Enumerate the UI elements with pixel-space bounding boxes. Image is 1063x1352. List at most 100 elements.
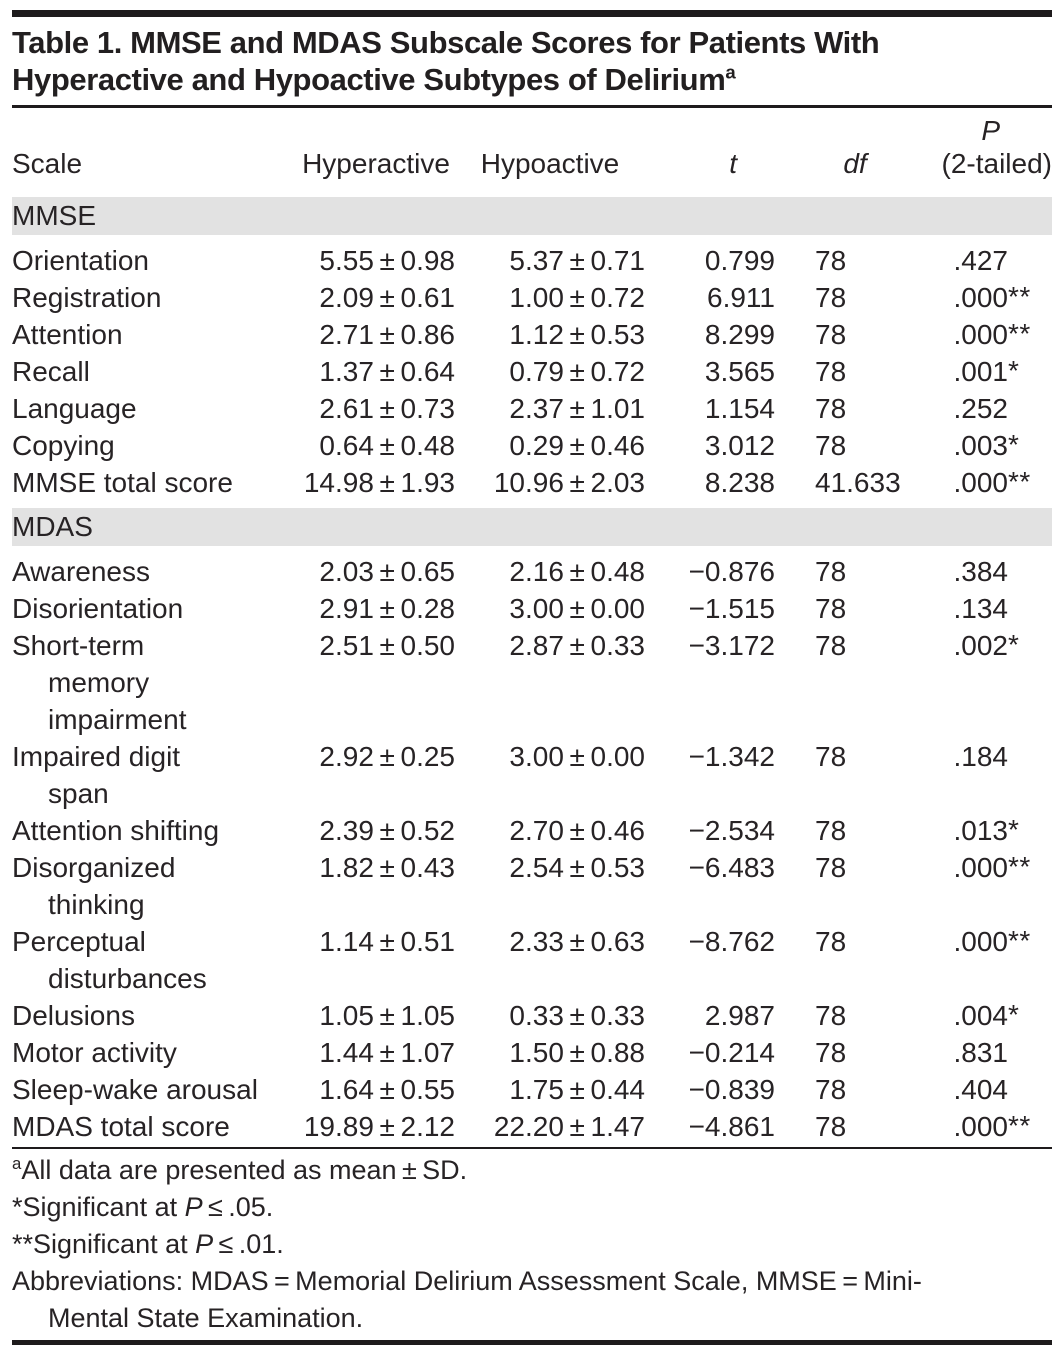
hyperactive-value: 14.98 ± 1.93 <box>303 467 455 498</box>
col-header-hyperactive: Hyperactive <box>302 148 450 179</box>
p-cell: .000** <box>935 923 1052 997</box>
df-value: 78 <box>815 1111 847 1142</box>
col-header-p: P (2-tailed) <box>935 108 1052 194</box>
df-value: 78 <box>815 245 847 276</box>
df-value: 78 <box>815 282 847 313</box>
p-cell: .004* <box>935 997 1052 1034</box>
p-value: .427 <box>953 245 1009 276</box>
t-value: −4.861 <box>688 1111 775 1142</box>
table-row: Short-term memory impairment 2.51 ± 0.50… <box>12 627 1052 738</box>
p-value: .004 <box>953 1000 1009 1031</box>
df-value: 78 <box>815 852 847 883</box>
t-value: −3.172 <box>688 630 775 661</box>
p-value: .001 <box>953 356 1009 387</box>
table-row: Sleep-wake arousal 1.64 ± 0.55 1.75 ± 0.… <box>12 1071 1052 1108</box>
table-row: Delusions 1.05 ± 1.05 0.33 ± 0.33 2.987 … <box>12 997 1052 1034</box>
hyperactive-value: 1.37 ± 0.64 <box>319 356 455 387</box>
t-value: −8.762 <box>688 926 775 957</box>
p-value: .184 <box>953 741 1009 772</box>
scale-label: Short-term memory impairment <box>12 630 187 735</box>
p-value: .404 <box>953 1074 1009 1105</box>
bottom-rule <box>12 1340 1052 1345</box>
df-value: 78 <box>815 926 847 957</box>
table-row: Registration 2.09 ± 0.61 1.00 ± 0.72 6.9… <box>12 279 1052 316</box>
p-cell: .000** <box>935 464 1052 505</box>
section-header-row: MDAS <box>12 501 1052 553</box>
p-cell: .404 <box>935 1071 1052 1108</box>
scale-label: Motor activity <box>12 1037 177 1068</box>
hyperactive-value: 1.14 ± 0.51 <box>319 926 455 957</box>
df-value: 78 <box>815 630 847 661</box>
p-cell: .384 <box>935 550 1052 591</box>
hypoactive-value: 1.50 ± 0.88 <box>509 1037 645 1068</box>
p-cell: .184 <box>935 738 1052 812</box>
t-value: −6.483 <box>688 852 775 883</box>
scale-label: Language <box>12 393 137 424</box>
hypoactive-value: 2.70 ± 0.46 <box>509 815 645 846</box>
p-cell: .000** <box>935 1108 1052 1145</box>
p-value: .002 <box>953 630 1009 661</box>
p-value: .000 <box>953 282 1009 313</box>
table-title: Table 1. MMSE and MDAS Subscale Scores f… <box>12 25 880 97</box>
significance-stars: ** <box>1008 281 1031 312</box>
title-rule <box>12 105 1052 108</box>
footnote-abbreviations: Abbreviations: MDAS = Memorial Delirium … <box>12 1266 922 1333</box>
hyperactive-value: 2.03 ± 0.65 <box>319 556 455 587</box>
significance-stars: * <box>1008 355 1020 386</box>
hypoactive-value: 2.16 ± 0.48 <box>509 556 645 587</box>
section-header-mdas: MDAS <box>12 501 1052 553</box>
p-cell: .013* <box>935 812 1052 849</box>
hypoactive-value: 3.00 ± 0.00 <box>509 741 645 772</box>
hypoactive-value: 22.20 ± 1.47 <box>493 1111 645 1142</box>
table-row: Disorganized thinking 1.82 ± 0.43 2.54 ±… <box>12 849 1052 923</box>
hyperactive-value: 2.61 ± 0.73 <box>319 393 455 424</box>
data-table: Scale Hyperactive Hypoactive t df P (2-t… <box>12 108 1052 1145</box>
df-value: 78 <box>815 319 847 350</box>
t-value: 3.565 <box>704 356 775 387</box>
p-cell: .003* <box>935 427 1052 464</box>
hyperactive-value: 1.44 ± 1.07 <box>319 1037 455 1068</box>
p-value: .134 <box>953 593 1009 624</box>
t-value: −1.342 <box>688 741 775 772</box>
p-value: .003 <box>953 430 1009 461</box>
t-value: 1.154 <box>704 393 775 424</box>
table-row: Awareness 2.03 ± 0.65 2.16 ± 0.48 −0.876… <box>12 550 1052 591</box>
hyperactive-value: 2.92 ± 0.25 <box>319 741 455 772</box>
table-row: Orientation 5.55 ± 0.98 5.37 ± 0.71 0.79… <box>12 239 1052 280</box>
p-value: .013 <box>953 815 1009 846</box>
scale-label: Attention shifting <box>12 815 220 846</box>
hyperactive-value: 1.05 ± 1.05 <box>319 1000 455 1031</box>
col-header-df: df <box>843 148 867 179</box>
hypoactive-value: 0.29 ± 0.46 <box>509 430 645 461</box>
col-header-scale: Scale <box>12 148 83 179</box>
significance-stars: ** <box>1008 851 1031 882</box>
p-cell: .000** <box>935 279 1052 316</box>
table-header-row: Scale Hyperactive Hypoactive t df P (2-t… <box>12 108 1052 194</box>
scale-label: Attention <box>12 319 123 350</box>
hyperactive-value: 1.64 ± 0.55 <box>319 1074 455 1105</box>
p-cell: .252 <box>935 390 1052 427</box>
scale-label: Sleep-wake arousal <box>12 1074 258 1105</box>
significance-stars: ** <box>1008 1110 1031 1141</box>
p-cell: .427 <box>935 239 1052 280</box>
significance-stars: * <box>1008 429 1020 460</box>
p-value: .000 <box>953 852 1009 883</box>
df-value: 78 <box>815 1074 847 1105</box>
p-cell: .134 <box>935 590 1052 627</box>
t-value: −2.534 <box>688 815 775 846</box>
col-header-hypoactive: Hypoactive <box>480 148 620 179</box>
t-value: 0.799 <box>704 245 775 276</box>
t-value: −1.515 <box>688 593 775 624</box>
table-row: Attention 2.71 ± 0.86 1.12 ± 0.53 8.299 … <box>12 316 1052 353</box>
hypoactive-value: 0.33 ± 0.33 <box>509 1000 645 1031</box>
table-row: Language 2.61 ± 0.73 2.37 ± 1.01 1.154 7… <box>12 390 1052 427</box>
df-value: 78 <box>815 393 847 424</box>
footnote-significant-01: **Significant at P ≤ .01. <box>12 1229 284 1259</box>
df-value: 41.633 <box>815 467 901 498</box>
scale-label: Recall <box>12 356 90 387</box>
scale-label: Disorientation <box>12 593 184 624</box>
scale-label: Awareness <box>12 556 151 587</box>
scale-label: Registration <box>12 282 162 313</box>
t-value: −0.876 <box>688 556 775 587</box>
t-value: −0.839 <box>688 1074 775 1105</box>
